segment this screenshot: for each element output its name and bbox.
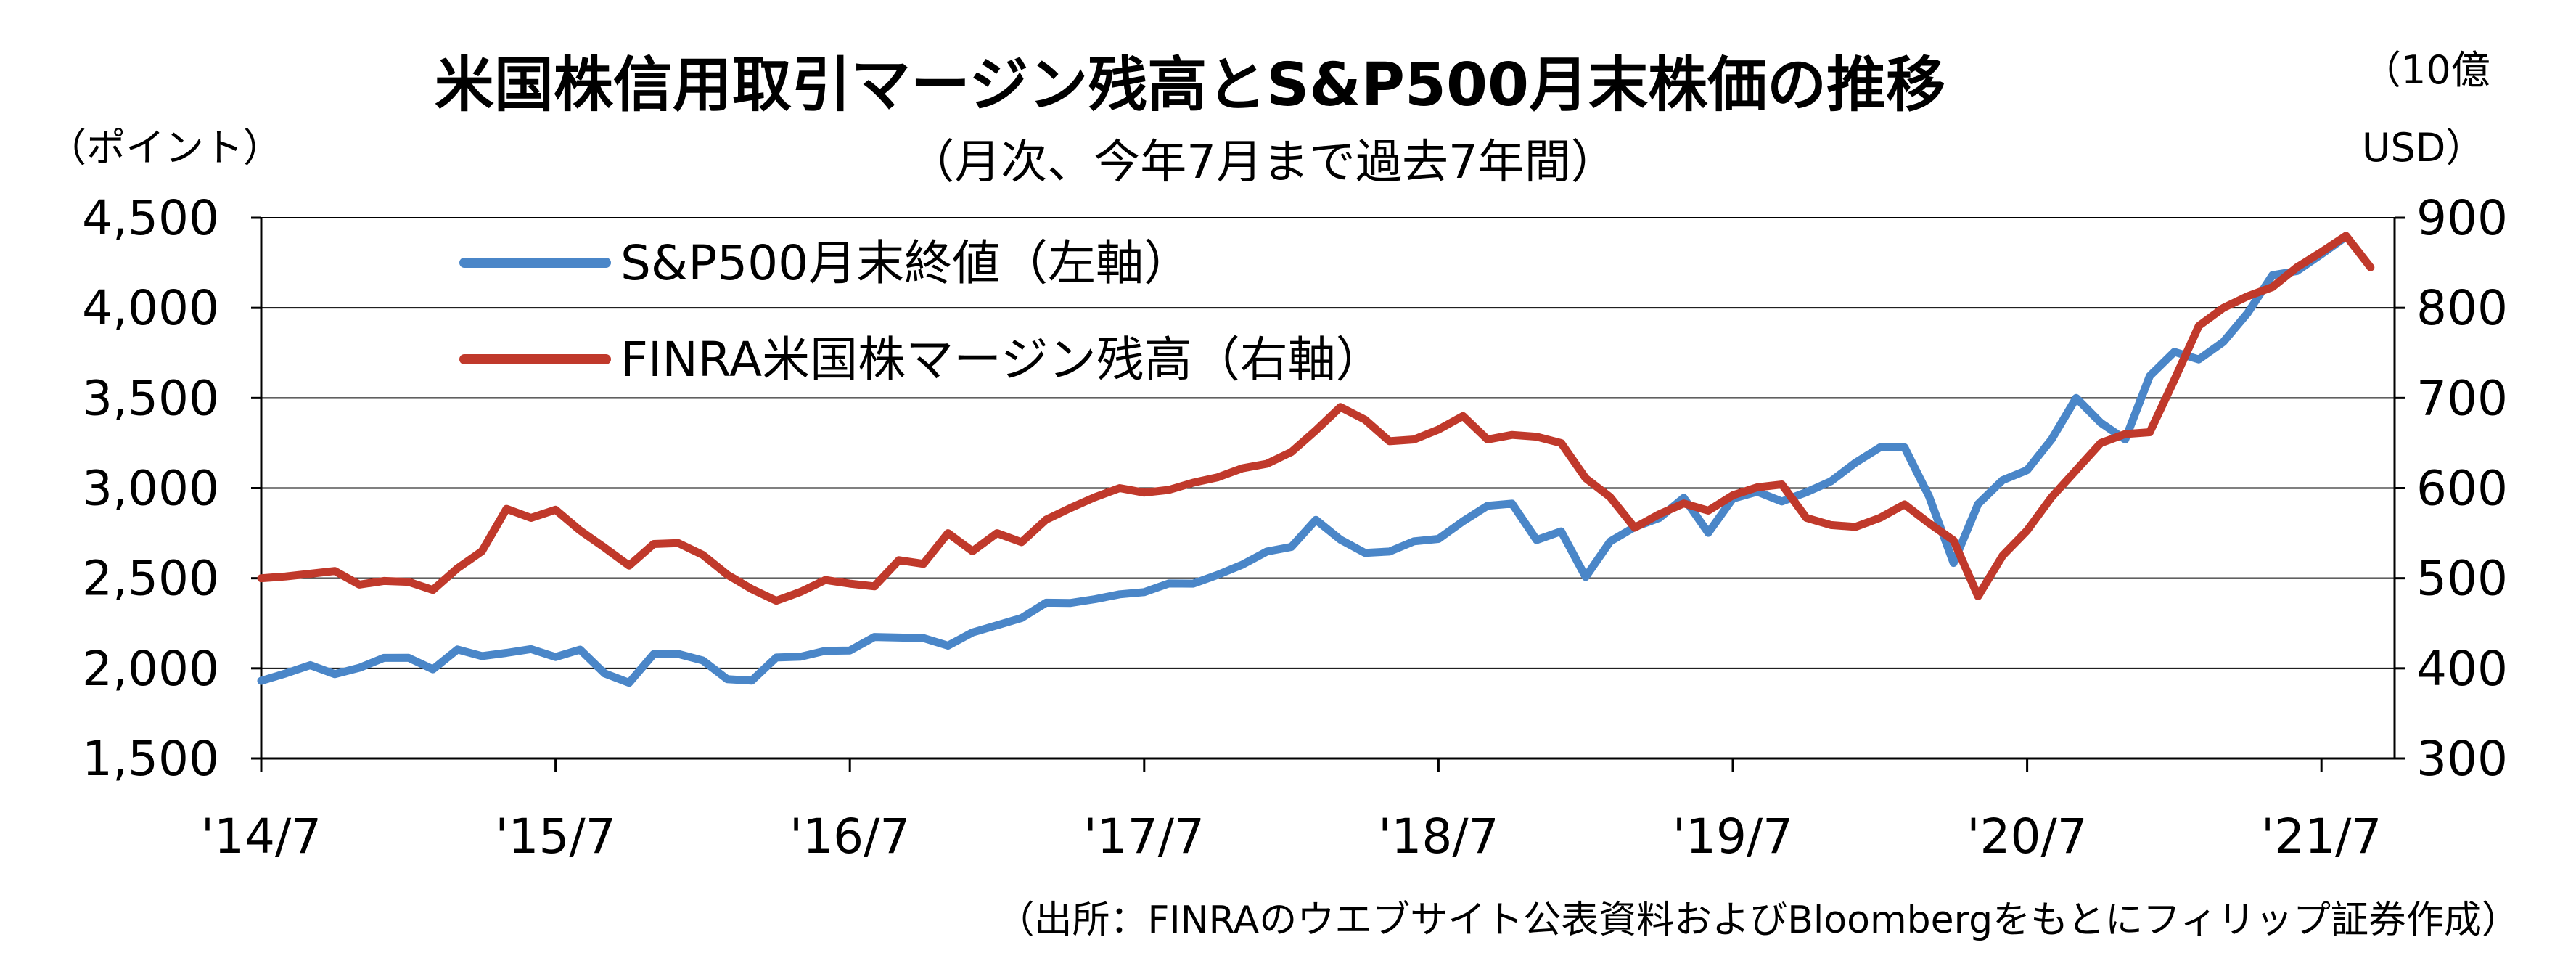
y-right-tick-label: 300 [2416, 731, 2508, 787]
x-tick-label: '19/7 [1673, 809, 1793, 864]
series-line-margin [257, 232, 2375, 605]
y-right-tick-label: 600 [2416, 461, 2508, 517]
chart-title: 米国株信用取引マージン残高とS&P500月末株価の推移 [435, 51, 1945, 120]
chart-subtitle: （月次、今年7月まで過去7年間） [908, 136, 1617, 189]
axes [251, 216, 2405, 772]
y-left-tick-label: 1,500 [82, 731, 219, 787]
y-right-tick-label: 700 [2416, 370, 2508, 426]
y-left-tick-label: 3,500 [82, 370, 219, 426]
x-tick-label: '20/7 [1966, 809, 2087, 864]
y-right-tick-label: 500 [2416, 551, 2508, 607]
legend-label-margin: FINRA米国株マージン残高（右軸） [620, 332, 1384, 388]
y-right-tick-label: 900 [2416, 190, 2508, 246]
x-tick-label: '15/7 [495, 809, 615, 864]
y-right-tick-labels: 900 800 700 600 500 400 300 [2416, 190, 2508, 787]
x-tick-label: '18/7 [1378, 809, 1498, 864]
x-tick-label: '21/7 [2261, 809, 2382, 864]
y-left-tick-label: 2,500 [82, 551, 219, 607]
y-left-unit: （ポイント） [47, 125, 282, 171]
y-left-tick-label: 2,000 [82, 641, 219, 697]
x-tick-label: '14/7 [201, 809, 321, 864]
series-line-sp500 [257, 232, 2350, 687]
y-left-tick-label: 4,500 [82, 190, 219, 246]
x-tick-label: '16/7 [789, 809, 910, 864]
legend-label-sp500: S&P500月末終値（左軸） [620, 235, 1191, 291]
y-right-unit-line2: USD） [2362, 125, 2485, 171]
series-lines [257, 232, 2375, 687]
source-note: （出所：FINRAのウエブサイト公表資料およびBloombergをもとにフィリッ… [996, 899, 2519, 942]
legend: S&P500月末終値（左軸） FINRA米国株マージン残高（右軸） [459, 235, 1384, 388]
gridlines [261, 217, 2395, 669]
x-tick-labels: '14/7 '15/7 '16/7 '17/7 '18/7 '19/7 '20/7 '21/7 [201, 809, 2382, 864]
y-right-unit-line1: （10億 [2362, 47, 2490, 93]
x-tick-label: '17/7 [1084, 809, 1205, 864]
y-right-tick-label: 800 [2416, 280, 2508, 336]
y-right-tick-label: 400 [2416, 641, 2508, 697]
y-left-tick-labels: 4,500 4,000 3,500 3,000 2,500 2,000 1,500 [82, 190, 219, 787]
y-left-tick-label: 3,000 [82, 461, 219, 517]
y-left-tick-label: 4,000 [82, 280, 219, 336]
